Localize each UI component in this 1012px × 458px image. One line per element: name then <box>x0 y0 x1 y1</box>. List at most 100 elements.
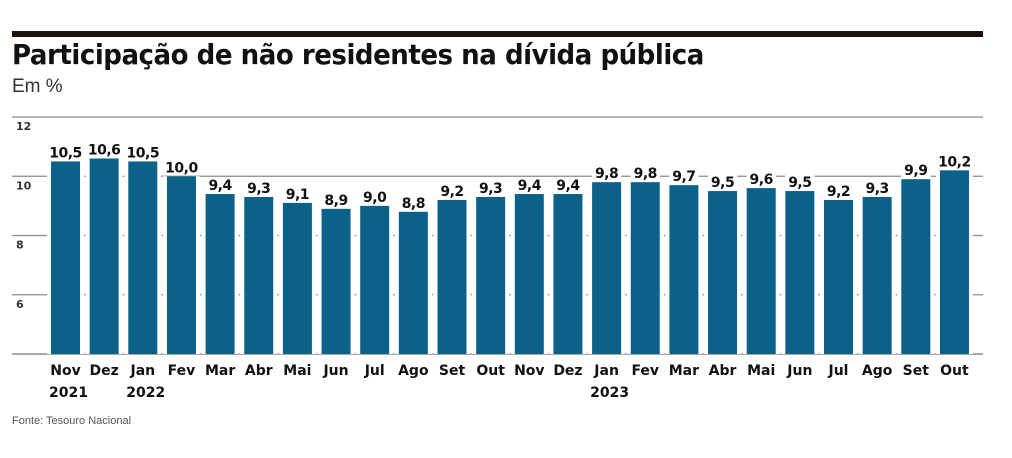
x-tick-label: Out <box>940 363 969 379</box>
value-label: 9,5 <box>711 175 734 191</box>
value-label-bg <box>823 182 854 198</box>
x-tick-label: Abr <box>245 363 273 379</box>
bar <box>205 194 235 354</box>
x-tick-label: Jul <box>364 363 385 379</box>
x-year-label: 2021 <box>49 385 88 401</box>
value-label: 9,4 <box>518 178 542 194</box>
value-label: 9,3 <box>865 181 888 197</box>
bar <box>592 182 622 354</box>
value-label: 9,0 <box>363 190 387 206</box>
bar <box>476 196 506 354</box>
value-label-bg <box>935 153 974 169</box>
bar <box>862 196 892 354</box>
value-label: 10,6 <box>88 142 121 158</box>
value-label: 9,4 <box>556 178 580 194</box>
value-label-bg <box>669 168 699 184</box>
bar <box>51 161 80 354</box>
chart-subtitle: Em % <box>12 76 63 97</box>
value-label-bg <box>475 179 506 195</box>
value-label: 9,1 <box>286 187 309 203</box>
value-label-bg <box>321 191 351 207</box>
bar <box>437 199 467 354</box>
y-tick-label: 10 <box>16 179 32 192</box>
y-tick-label: 12 <box>16 120 31 133</box>
bar <box>282 202 312 354</box>
bar <box>360 205 390 354</box>
value-labels: 10,5 10,6 10,5 10,0 9,4 9,3 9,1 8,9 9,0 8,8 9,2 9,3… <box>46 141 974 212</box>
value-label: 9,2 <box>440 184 463 200</box>
top-rule <box>12 31 983 37</box>
bar <box>669 185 699 354</box>
bar <box>553 194 583 354</box>
bars <box>47 158 973 354</box>
value-label: 9,4 <box>208 178 232 194</box>
value-label: 9,5 <box>788 175 811 191</box>
value-label-bg <box>746 171 776 187</box>
bar <box>939 170 969 354</box>
x-tick-label: Jun <box>786 363 812 379</box>
x-tick-label: Dez <box>90 363 119 379</box>
value-label: 10,2 <box>938 154 971 170</box>
bar <box>128 161 158 354</box>
x-tick-label: Mai <box>283 363 311 379</box>
x-tick-label: Mar <box>205 363 235 379</box>
value-label: 9,8 <box>634 166 657 182</box>
x-tick-label: Dez <box>553 363 582 379</box>
bar <box>708 191 738 354</box>
value-label: 9,6 <box>750 172 773 188</box>
bar <box>514 194 544 354</box>
x-tick-label: Ago <box>398 363 429 379</box>
bar <box>630 182 660 354</box>
value-label: 9,8 <box>595 166 618 182</box>
x-tick-label: Fev <box>168 363 196 379</box>
bar <box>89 158 119 354</box>
x-tick-label: Nov <box>50 363 80 379</box>
value-label-bg <box>514 177 545 193</box>
value-label-bg <box>707 174 738 190</box>
y-tick-label: 8 <box>16 239 24 252</box>
x-tick-label: Jun <box>322 363 348 379</box>
value-label-bg <box>901 162 931 178</box>
x-tick-label: Jul <box>828 363 849 379</box>
x-tick-label: Mar <box>669 363 699 379</box>
value-label: 9,7 <box>672 169 695 185</box>
x-tick-label: Mai <box>747 363 775 379</box>
x-tick-label: Jan <box>129 363 155 379</box>
value-label-bg <box>630 165 660 181</box>
source-note: Fonte: Tesouro Nacional <box>12 415 132 427</box>
bar <box>321 208 351 354</box>
value-label-bg <box>553 177 583 193</box>
value-label-bg <box>359 188 390 204</box>
value-label: 10,5 <box>127 145 160 161</box>
value-label: 10,5 <box>49 145 82 161</box>
x-tick-label: Nov <box>514 363 544 379</box>
value-label-bg <box>244 179 274 195</box>
x-tick-label: Out <box>476 363 505 379</box>
value-label-bg <box>162 159 201 175</box>
bar <box>785 191 815 354</box>
value-label: 8,9 <box>324 193 347 209</box>
bar <box>166 176 196 354</box>
value-label-bg <box>282 185 313 201</box>
y-axis-ticks: 6 8 10 12 <box>16 120 32 311</box>
bar <box>746 188 776 354</box>
value-label-bg <box>591 165 622 181</box>
bar <box>901 179 931 354</box>
x-year-label: 2023 <box>590 385 629 401</box>
value-label: 9,3 <box>247 181 270 197</box>
x-tick-label: Ago <box>862 363 893 379</box>
x-tick-label: Set <box>439 363 466 379</box>
value-label-bg <box>205 177 235 193</box>
value-label-bg <box>85 141 124 157</box>
value-label-bg <box>785 174 815 190</box>
x-tick-label: Abr <box>709 363 737 379</box>
x-tick-label: Jan <box>593 363 619 379</box>
bar <box>398 211 428 354</box>
bar <box>244 196 274 354</box>
x-tick-label: Set <box>903 363 930 379</box>
value-label-bg <box>437 182 467 198</box>
x-year-label: 2022 <box>126 385 165 401</box>
chart-title: Participação de não residentes na dívida… <box>12 38 704 71</box>
